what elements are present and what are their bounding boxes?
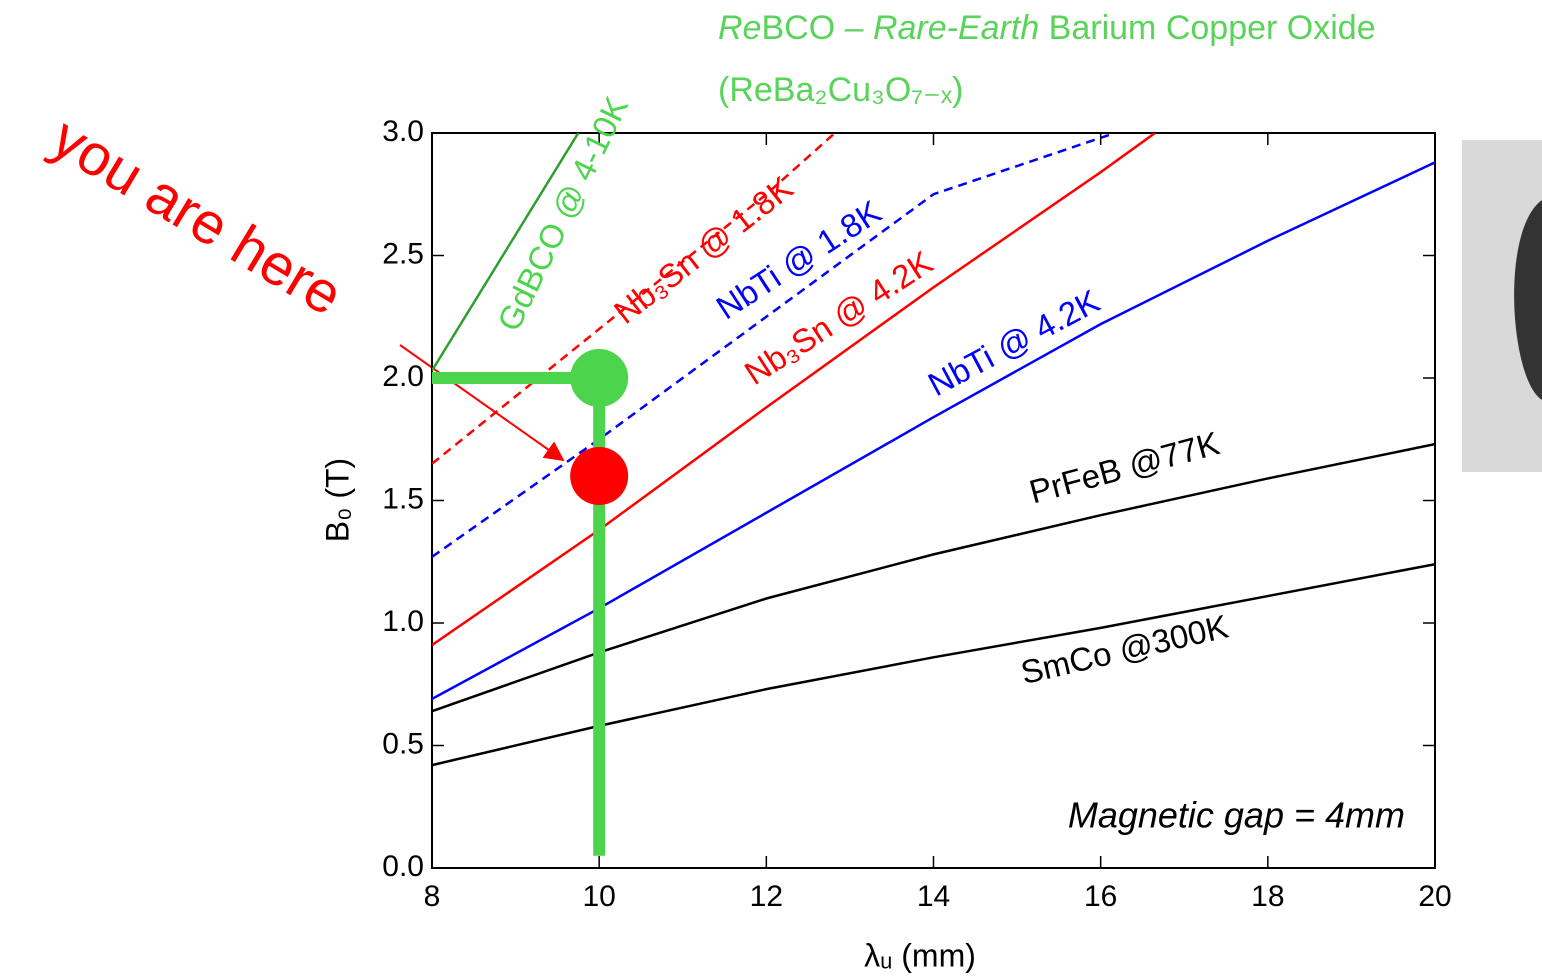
series-line [432, 133, 836, 465]
series-line [432, 133, 1156, 647]
y-tick-label: 2.0 [382, 360, 424, 393]
series-line [432, 133, 1116, 558]
x-tick-label: 12 [750, 880, 783, 913]
y-tick-label: 3.0 [382, 115, 424, 148]
y-axis-label: B₀ (T) [319, 458, 355, 542]
series-label: Nb₃Sn @ 1.8K [607, 169, 800, 331]
annotation: you are here [41, 105, 354, 328]
note: Magnetic gap = 4mm [1068, 795, 1405, 836]
photo-object [1514, 200, 1542, 400]
x-tick-label: 8 [424, 880, 441, 913]
x-axis-label: λᵤ (mm) [864, 937, 976, 973]
series-label: PrFeB @77K [1025, 424, 1223, 510]
series-line [432, 161, 1435, 701]
series-label: NbTi @ 4.2K [922, 282, 1106, 403]
formula: (ReBa₂Cu₃O₇₋ₓ) [718, 71, 963, 109]
series-line [432, 562, 1435, 767]
plot-frame [431, 132, 1436, 869]
marker [570, 447, 629, 505]
x-tick-label: 10 [582, 880, 615, 913]
title-part: Barium Copper Oxide [1039, 9, 1375, 47]
title-part: Re [718, 9, 761, 47]
annotation-arrow [399, 344, 565, 462]
y-tick-label: 1.0 [382, 605, 424, 638]
series-label: SmCo @300K [1017, 607, 1231, 691]
plot-lines [432, 133, 1435, 767]
y-tick-label: 0.5 [382, 727, 424, 760]
series-line [432, 133, 580, 372]
y-tick-label: 1.5 [382, 482, 424, 515]
x-tick-label: 20 [1418, 880, 1451, 913]
title-part: Rare-Earth [873, 9, 1039, 47]
title-part: BCO – [761, 9, 872, 47]
y-tick-label: 0.0 [382, 850, 424, 883]
x-tick-label: 18 [1251, 880, 1284, 913]
x-tick-label: 14 [917, 880, 950, 913]
chart-title: ReBCO – Rare-Earth Barium Copper Oxide [718, 9, 1376, 47]
y-tick-label: 2.5 [382, 237, 424, 270]
marker [570, 349, 629, 407]
x-tick-label: 16 [1084, 880, 1117, 913]
